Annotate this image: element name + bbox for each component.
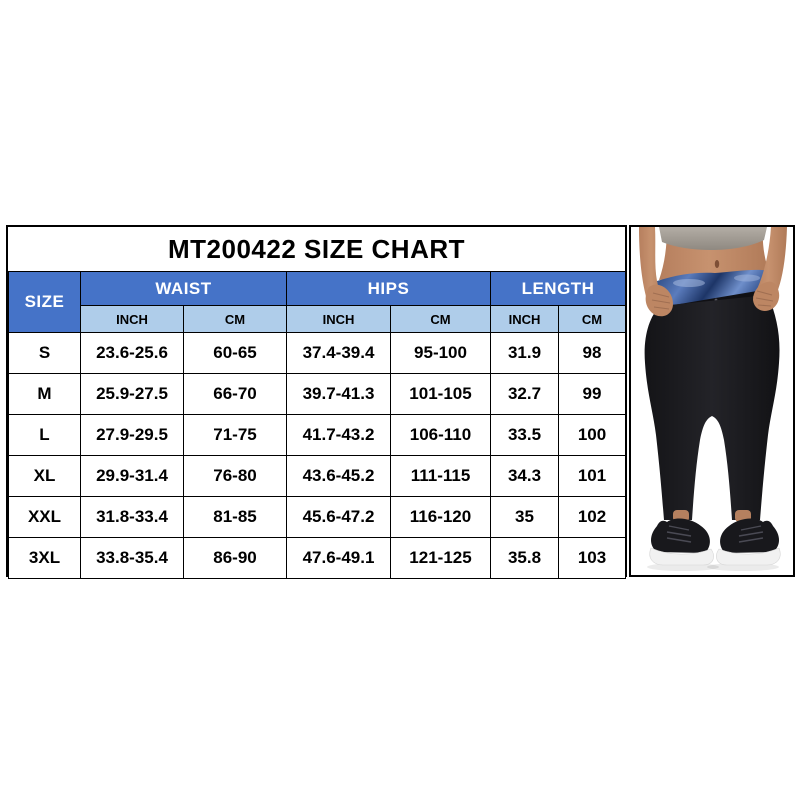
table-row: XXL 31.8-33.4 81-85 45.6-47.2 116-120 35… (8, 496, 627, 538)
hips-cm-value: 121-125 (390, 537, 491, 579)
left-sneaker (649, 518, 714, 566)
length-cm-value: 99 (557, 373, 627, 415)
col-header-size: SIZE (8, 271, 81, 333)
size-chart-title: MT200422 SIZE CHART (167, 233, 466, 264)
table-row: S 23.6-25.6 60-65 37.4-39.4 95-100 31.9 … (8, 332, 627, 374)
navel (714, 260, 720, 268)
size-chart-table: SIZE WAIST HIPS LENGTH INCH CM INCH CM I… (8, 271, 627, 579)
col-header-waist: WAIST (80, 271, 287, 306)
waist-inch-value: 29.9-31.4 (80, 455, 184, 497)
length-cm-value: 101 (557, 455, 627, 497)
hips-cm-value: 111-115 (390, 455, 491, 497)
table-row: L 27.9-29.5 71-75 41.7-43.2 106-110 33.5… (8, 414, 627, 456)
size-label: XXL (8, 496, 81, 538)
header-row-groups: SIZE WAIST HIPS LENGTH (8, 271, 627, 333)
waist-cm-value: 66-70 (183, 373, 287, 415)
model-figure-illustration (639, 227, 787, 571)
waist-inch-value: 25.9-27.5 (80, 373, 184, 415)
band-shine (673, 279, 705, 287)
right-hand (753, 281, 780, 311)
product-photo (629, 225, 795, 577)
length-inch-header: INCH (490, 305, 559, 333)
right-sneaker (716, 518, 781, 566)
size-label: XL (8, 455, 81, 497)
waist-inch-value: 27.9-29.5 (80, 414, 184, 456)
size-label: 3XL (8, 537, 81, 579)
waist-cm-value: 71-75 (183, 414, 287, 456)
waist-inch-value: 31.8-33.4 (80, 496, 184, 538)
hips-cm-header: CM (390, 305, 491, 333)
length-inch-value: 32.7 (490, 373, 559, 415)
sports-bra (659, 227, 767, 251)
length-cm-value: 98 (557, 332, 627, 374)
waist-cm-header: CM (183, 305, 287, 333)
hips-cm-value: 101-105 (390, 373, 491, 415)
size-chart-panel: MT200422 SIZE CHART SIZE WAIST HIPS LENG… (6, 225, 627, 579)
length-inch-value: 34.3 (490, 455, 559, 497)
table-row: XL 29.9-31.4 76-80 43.6-45.2 111-115 34.… (8, 455, 627, 497)
length-cm-value: 100 (557, 414, 627, 456)
header-row-units: INCH CM INCH CM INCH CM (9, 305, 627, 333)
size-label: S (8, 332, 81, 374)
length-inch-value: 35.8 (490, 537, 559, 579)
waist-inch-header: INCH (80, 305, 184, 333)
length-inch-value: 35 (490, 496, 559, 538)
hips-cm-value: 95-100 (390, 332, 491, 374)
size-label: M (8, 373, 81, 415)
hips-cm-value: 106-110 (390, 414, 491, 456)
length-cm-value: 103 (557, 537, 627, 579)
length-cm-value: 102 (557, 496, 627, 538)
hips-cm-value: 116-120 (390, 496, 491, 538)
hips-inch-value: 45.6-47.2 (286, 496, 391, 538)
hips-inch-value: 39.7-41.3 (286, 373, 391, 415)
hips-inch-value: 37.4-39.4 (286, 332, 391, 374)
hips-inch-value: 47.6-49.1 (286, 537, 391, 579)
size-label: L (8, 414, 81, 456)
model-arms (639, 227, 787, 317)
waist-cm-value: 86-90 (183, 537, 287, 579)
hips-inch-header: INCH (286, 305, 391, 333)
band-shine (734, 274, 760, 282)
waist-inch-value: 23.6-25.6 (80, 332, 184, 374)
waist-cm-value: 76-80 (183, 455, 287, 497)
table-row: M 25.9-27.5 66-70 39.7-41.3 101-105 32.7… (8, 373, 627, 415)
col-header-length: LENGTH (489, 271, 627, 306)
waist-cm-value: 60-65 (183, 332, 287, 374)
col-header-hips: HIPS (286, 271, 491, 306)
leggings (644, 295, 780, 520)
table-row: 3XL 33.8-35.4 86-90 47.6-49.1 121-125 35… (8, 537, 627, 579)
length-inch-value: 31.9 (490, 332, 559, 374)
length-inch-value: 33.5 (490, 414, 559, 456)
waist-cm-value: 81-85 (183, 496, 287, 538)
length-cm-header: CM (557, 305, 627, 333)
hips-inch-value: 43.6-45.2 (286, 455, 391, 497)
waist-inch-value: 33.8-35.4 (80, 537, 184, 579)
hips-inch-value: 41.7-43.2 (286, 414, 391, 456)
sneakers (647, 518, 781, 571)
